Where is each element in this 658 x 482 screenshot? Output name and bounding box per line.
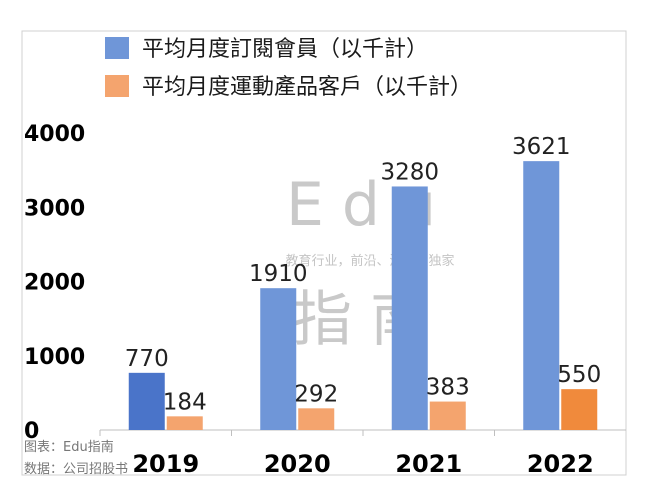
legend-swatch-0 bbox=[105, 37, 129, 59]
bar-2019-series-0 bbox=[128, 372, 165, 430]
source-credit: 数据：公司招股书 bbox=[24, 462, 128, 477]
data-label-2021-series-1: 383 bbox=[426, 375, 470, 401]
bar-2021-series-0 bbox=[391, 186, 428, 430]
x-tick-label: 2022 bbox=[527, 450, 594, 478]
x-tick-label: 2019 bbox=[132, 450, 199, 478]
data-label-2021-series-0: 3280 bbox=[380, 159, 439, 185]
legend-swatch-1 bbox=[105, 75, 129, 97]
data-label-2020-series-0: 1910 bbox=[249, 261, 308, 287]
y-tick-label: 4000 bbox=[24, 122, 85, 147]
watermark-tagline: 教育行业，前沿、深度、独家 bbox=[285, 253, 454, 269]
x-tick-label: 2020 bbox=[264, 450, 331, 478]
y-tick-label: 1000 bbox=[24, 345, 85, 370]
y-axis: 0 1000 2000 3000 4000 bbox=[24, 122, 626, 444]
legend: 平均月度訂閱會員（以千計） 平均月度運動產品客戶（以千計） bbox=[105, 37, 472, 100]
data-label-2020-series-1: 292 bbox=[294, 381, 338, 407]
bar-2022-series-1 bbox=[561, 389, 598, 430]
bar-2020-series-0 bbox=[260, 288, 297, 430]
chart-frame bbox=[21, 30, 627, 476]
y-tick-label: 0 bbox=[24, 419, 39, 444]
bar-2022-series-0 bbox=[523, 161, 560, 430]
x-axis: 2019 2020 2021 2022 bbox=[99, 430, 594, 478]
y-tick-label: 2000 bbox=[24, 271, 85, 296]
legend-label-1: 平均月度運動產品客戶（以千計） bbox=[142, 75, 472, 100]
data-labels: 770 184 1910 292 3280 383 3621 550 bbox=[125, 134, 601, 415]
x-tick-label: 2021 bbox=[395, 450, 462, 478]
watermark: Edu 教育行业，前沿、深度、独家 指南 bbox=[285, 170, 454, 355]
bar-2021-series-1 bbox=[429, 401, 466, 430]
data-label-2022-series-0: 3621 bbox=[512, 134, 571, 160]
data-label-2022-series-1: 550 bbox=[557, 362, 601, 388]
chart-credit: 图表：Edu指南 bbox=[24, 439, 114, 455]
data-label-2019-series-0: 770 bbox=[125, 346, 169, 372]
bars bbox=[128, 161, 598, 430]
y-tick-label: 3000 bbox=[24, 196, 85, 221]
data-label-2019-series-1: 184 bbox=[163, 389, 207, 415]
bar-2020-series-1 bbox=[298, 408, 335, 430]
legend-label-0: 平均月度訂閱會員（以千計） bbox=[142, 37, 428, 62]
bar-2019-series-1 bbox=[166, 416, 203, 430]
